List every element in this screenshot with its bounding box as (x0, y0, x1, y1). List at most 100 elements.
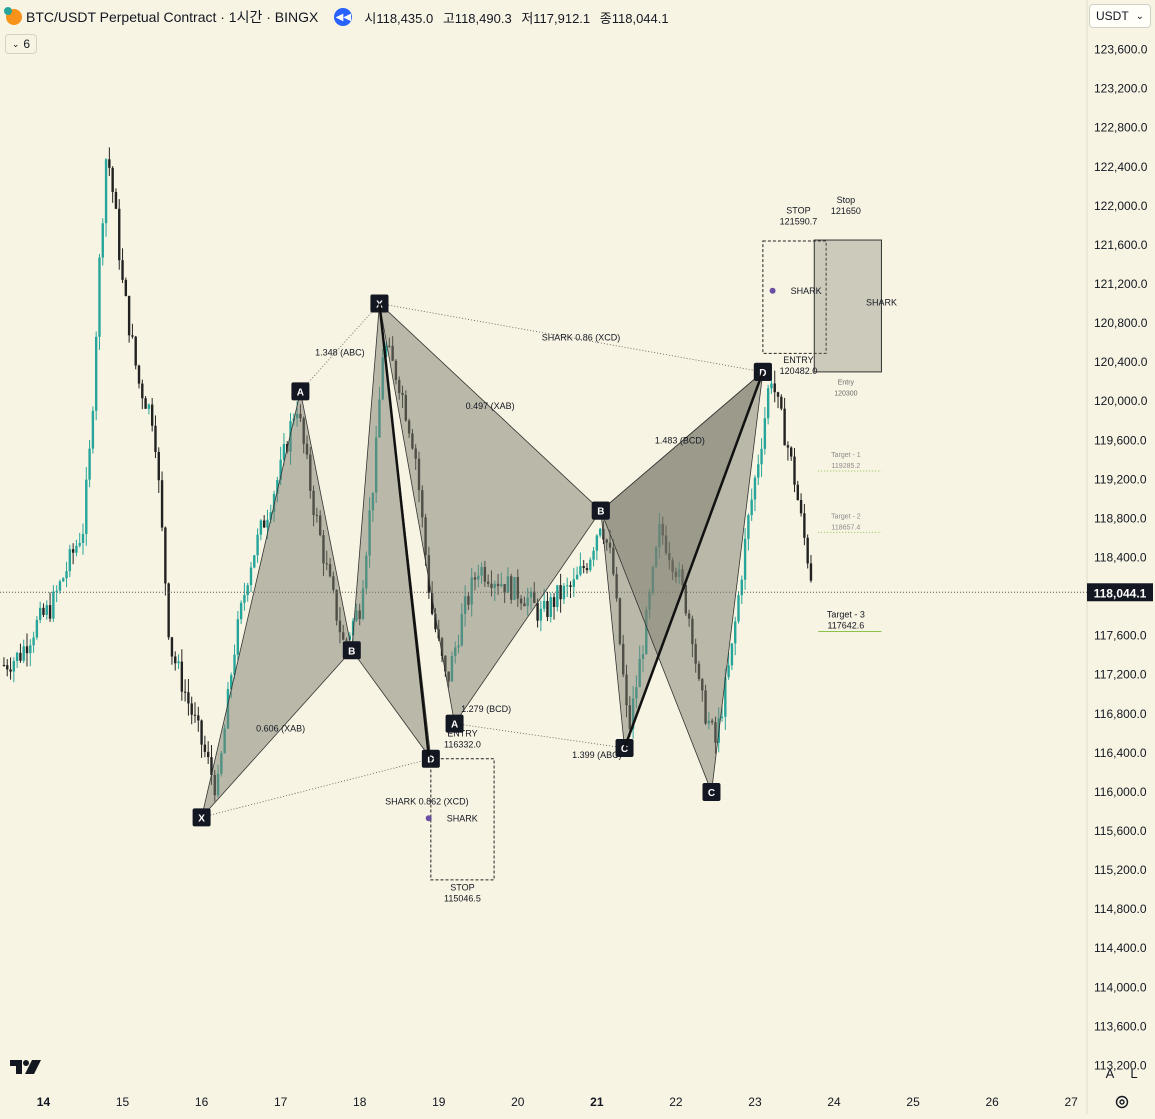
log-scale-button[interactable]: L (1130, 1065, 1138, 1081)
candle-body (12, 661, 16, 672)
candle-body (575, 574, 579, 580)
price-tick-label: 114,400.0 (1094, 941, 1147, 955)
entry-annotation-value: 120482.0 (780, 366, 818, 376)
candle-body (15, 652, 19, 662)
stop-annotation-title: STOP (450, 883, 474, 893)
candle-body (256, 534, 259, 556)
high-value: 고118,490.3 (442, 10, 512, 26)
candle-body (542, 600, 546, 609)
settings-gear-icon[interactable] (1114, 1094, 1130, 1110)
indicators-toggle-button[interactable]: ⌄ 6 (5, 34, 37, 54)
candle-body (200, 720, 203, 745)
candle-body (154, 425, 157, 452)
candle-body (809, 563, 813, 581)
candle-body (269, 512, 272, 520)
candle-body (727, 665, 730, 678)
candle-body (569, 585, 572, 587)
candle-body (104, 159, 108, 224)
entry-annotation-title: ENTRY (447, 728, 477, 738)
candle-body (131, 335, 134, 337)
pattern-point-marker (702, 782, 721, 801)
candle-body (259, 520, 263, 535)
candle-body (187, 692, 190, 704)
symbol-title[interactable]: BTC/USDT Perpetual Contract · 1시간 · BING… (26, 9, 319, 25)
candle-body (203, 744, 207, 752)
pattern-point-label: C (708, 788, 715, 799)
candle-body (147, 404, 151, 409)
price-tick-label: 122,400.0 (1094, 160, 1148, 174)
shark-dot-icon (425, 815, 432, 822)
candle-body (743, 538, 747, 580)
entry-annotation-title: ENTRY (783, 355, 813, 365)
candle-body (75, 545, 78, 553)
time-tick-label: 27 (1065, 1095, 1079, 1109)
stop-box-short (430, 758, 495, 881)
time-tick-label: 20 (511, 1095, 525, 1109)
price-tick-label: 122,800.0 (1094, 121, 1148, 135)
candle-body (170, 637, 174, 657)
candle-body (35, 619, 39, 638)
pattern-triangle-xab (201, 391, 353, 818)
price-tick-label: 120,400.0 (1094, 355, 1148, 369)
candle-body (549, 597, 552, 618)
candle-body (282, 444, 286, 460)
candle-body (262, 520, 266, 528)
candle-body (434, 613, 437, 630)
ratio-label: 1.279 (BCD) (461, 704, 511, 714)
price-tick-label: 123,200.0 (1094, 82, 1148, 96)
stop-annotation-title: Stop (837, 195, 856, 205)
candle-body (559, 585, 562, 600)
ratio-label: SHARK 0.86 (XCD) (542, 333, 621, 343)
candle-body (206, 751, 210, 758)
price-tick-label: 120,800.0 (1094, 316, 1148, 330)
candle-body (233, 654, 236, 676)
candle-body (71, 549, 75, 553)
candle-body (546, 600, 549, 618)
candle-body (753, 477, 757, 500)
trade-boxes (430, 239, 882, 881)
stop-annotation-title: STOP (786, 206, 810, 216)
replay-icon[interactable]: ◀◀ (334, 8, 353, 26)
price-tick-label: 119,200.0 (1094, 472, 1147, 486)
candle-body (38, 607, 42, 620)
candle-body (803, 513, 806, 538)
price-tick-label: 122,000.0 (1094, 199, 1148, 213)
pattern-point-label: B (597, 507, 604, 518)
candle-body (85, 479, 88, 535)
time-tick-label: 22 (669, 1095, 683, 1109)
candle-body (766, 388, 770, 419)
candle-body (62, 578, 65, 582)
candle-body (134, 336, 137, 366)
pattern-point-label: A (297, 387, 304, 398)
shark-label: SHARK (866, 297, 897, 307)
shark-dot-icon (769, 287, 776, 294)
candle-body (430, 593, 434, 614)
low-value: 저117,912.1 (521, 10, 591, 26)
price-tick-label: 119,600.0 (1094, 433, 1147, 447)
candle-body (174, 656, 177, 664)
candle-body (121, 260, 124, 280)
entry-small-annotation-title: Entry (838, 380, 855, 387)
time-tick-label: 16 (195, 1095, 209, 1109)
time-tick-label: 25 (906, 1095, 920, 1109)
candle-body (144, 398, 147, 409)
auto-scale-button[interactable]: A (1105, 1065, 1115, 1081)
price-tick-label: 117,600.0 (1094, 629, 1147, 643)
price-tick-label: 116,800.0 (1094, 707, 1147, 721)
candle-body (29, 645, 32, 654)
stop-box-long (762, 240, 827, 354)
currency-label: USDT (1096, 9, 1129, 23)
price-tick-label: 118,400.0 (1094, 551, 1147, 565)
ratio-label: 1.483 (BCD) (655, 435, 705, 445)
pattern-xd-line (201, 758, 431, 818)
ratio-label: 1.399 (ABC) (572, 750, 622, 760)
last-price-label: 118,044.1 (1094, 586, 1147, 600)
candle-body (773, 383, 776, 393)
time-tick-label: 26 (985, 1095, 999, 1109)
candle-body (197, 715, 200, 721)
candle-body (384, 345, 388, 358)
pattern-xd-line (379, 303, 763, 373)
currency-select[interactable]: USDT ⌄ (1089, 4, 1151, 28)
